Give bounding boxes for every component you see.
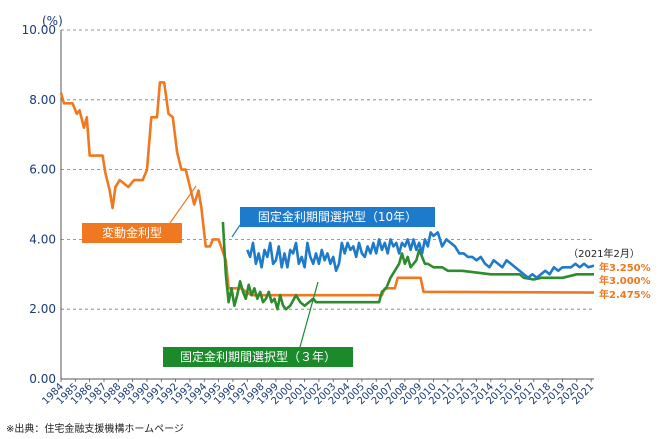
label-box	[163, 347, 353, 367]
series-label: 固定金利期間選択型（10年）	[258, 209, 417, 224]
series-line	[221, 221, 594, 311]
y-tick-label: 6.00	[29, 163, 56, 177]
series-lines	[59, 81, 595, 311]
end-label-variable: 年2.475%	[599, 288, 651, 301]
series-line	[59, 81, 595, 297]
leader-line	[299, 281, 319, 348]
label-box	[82, 223, 182, 243]
date-note: （2021年2月）	[568, 247, 640, 260]
y-tick-label: 2.00	[29, 302, 56, 316]
source-note: ※出典：住宅金融支援機構ホームページ	[6, 422, 184, 435]
label-box	[240, 207, 435, 227]
axes: 0.002.004.006.008.0010.00198419851986198…	[22, 23, 597, 407]
y-tick-label: 0.00	[29, 372, 56, 386]
series-line	[246, 231, 595, 280]
end-label-3yr: 年3.000%	[599, 274, 651, 287]
leader-line	[231, 224, 241, 238]
y-tick-label: 10.00	[22, 23, 56, 37]
y-tick-label: 4.00	[29, 232, 56, 246]
series-label: 固定金利期間選択型（３年）	[180, 349, 336, 364]
end-label-10yr: 年3.250%	[599, 261, 651, 274]
callouts: 変動金利型 固定金利期間選択型（10年） 固定金利期間選択型（３年）	[82, 185, 435, 367]
y-tick-label: 8.00	[29, 93, 56, 107]
unit-label: (%)	[42, 14, 63, 28]
grid	[61, 29, 594, 310]
leader-line	[169, 185, 197, 224]
series-label: 変動金利型	[102, 225, 162, 240]
